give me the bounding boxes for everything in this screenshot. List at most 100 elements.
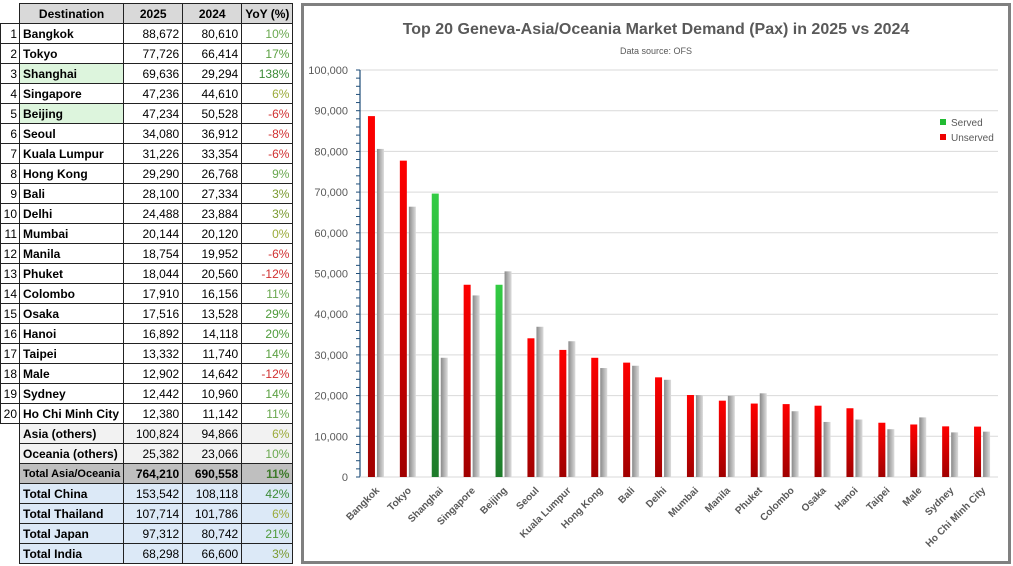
table-row: 15 Osaka 17,516 13,528 29% xyxy=(0,303,294,324)
value-2024-cell: 20,120 xyxy=(182,223,243,244)
yoy-cell: 9% xyxy=(241,163,294,184)
value-2024-cell: 14,118 xyxy=(182,323,243,344)
value-2024-cell: 23,884 xyxy=(182,203,243,224)
destination-cell: Bangkok xyxy=(18,23,125,44)
value-2024-cell: 66,600 xyxy=(182,543,243,564)
table-row: 19 Sydney 12,442 10,960 14% xyxy=(0,383,294,404)
value-2025-cell: 88,672 xyxy=(123,23,184,44)
country-total-row: Total Japan 97,312 80,742 21% xyxy=(1,523,294,544)
value-2024-cell: 19,952 xyxy=(182,243,243,264)
bar-chart: Top 20 Geneva-Asia/Oceania Market Demand… xyxy=(308,21,998,550)
x-tick-label: Tokyo xyxy=(386,485,414,513)
others-row: Oceania (others) 25,382 23,066 10% xyxy=(1,443,294,464)
value-2025-cell: 153,542 xyxy=(123,483,184,504)
yoy-cell: 11% xyxy=(241,403,294,424)
demand-table: Destination 2025 2024 YoY (%) 1 Bangkok 88,672… xyxy=(0,3,294,564)
y-tick-label: 20,000 xyxy=(314,391,348,403)
table-row: 3 Shanghai 69,636 29,294 138% xyxy=(0,63,294,84)
value-2025-cell: 20,144 xyxy=(123,223,184,244)
table-row: 16 Hanoi 16,892 14,118 20% xyxy=(0,323,294,344)
table-row: 11 Mumbai 20,144 20,120 0% xyxy=(0,223,294,244)
x-tick-label: Delhi xyxy=(644,485,669,510)
rank-cell: 14 xyxy=(0,283,20,304)
value-2024-cell: 36,912 xyxy=(182,123,243,144)
bar-2025-bali xyxy=(623,362,631,477)
blank-cell xyxy=(1,444,20,464)
rank-cell: 16 xyxy=(0,323,20,344)
value-2025-cell: 47,234 xyxy=(123,103,184,124)
yoy-cell: 6% xyxy=(241,423,294,444)
value-2024-cell: 11,740 xyxy=(182,343,243,364)
rank-cell: 2 xyxy=(0,43,20,64)
yoy-cell: 29% xyxy=(241,303,294,324)
yoy-cell: 6% xyxy=(241,503,294,524)
value-2025-cell: 77,726 xyxy=(123,43,184,64)
destination-cell: Singapore xyxy=(18,83,125,104)
table-row: 17 Taipei 13,332 11,740 14% xyxy=(0,343,294,364)
bar-2025-osaka xyxy=(814,405,822,477)
destination-cell: Kuala Lumpur xyxy=(18,143,125,164)
blank-cell xyxy=(1,544,20,564)
bar-2024-tokyo xyxy=(408,206,416,478)
bar-2025-ho-chi-minh-city xyxy=(974,426,982,477)
value-2024-cell: 23,066 xyxy=(182,443,243,464)
yoy-cell: -12% xyxy=(241,363,294,384)
value-2024-cell: 13,528 xyxy=(182,303,243,324)
legend-swatch-served xyxy=(940,119,946,125)
yoy-cell: -6% xyxy=(241,143,294,164)
x-tick-label: Mumbai xyxy=(667,485,702,520)
rank-cell: 15 xyxy=(0,303,20,324)
total-row: Total Asia/Oceania 764,210 690,558 11% xyxy=(1,463,294,484)
destination-cell: Seoul xyxy=(18,123,125,144)
x-tick-label: Seoul xyxy=(515,485,542,512)
rank-cell: 8 xyxy=(0,163,20,184)
rank-cell: 11 xyxy=(0,223,20,244)
legend-label: Served xyxy=(951,118,983,129)
value-2025-cell: 97,312 xyxy=(123,523,184,544)
value-2025-cell: 18,044 xyxy=(123,263,184,284)
yoy-cell: 14% xyxy=(241,343,294,364)
destination-cell: Ho Chi Minh City xyxy=(18,403,125,424)
legend-label: Unserved xyxy=(951,133,994,144)
table-row: 14 Colombo 17,910 16,156 11% xyxy=(0,283,294,304)
destination-cell: Hong Kong xyxy=(18,163,125,184)
value-2025-cell: 24,488 xyxy=(123,203,184,224)
x-tick-label: Bangkok xyxy=(344,485,382,523)
destination-cell: Mumbai xyxy=(18,223,125,244)
destination-cell: Delhi xyxy=(18,203,125,224)
bar-2025-colombo xyxy=(782,404,790,477)
bar-2025-sydney xyxy=(942,426,950,477)
x-tick-label: Male xyxy=(901,485,925,509)
rank-cell: 18 xyxy=(0,363,20,384)
value-2024-cell: 101,786 xyxy=(182,503,243,524)
table-row: 7 Kuala Lumpur 31,226 33,354 -6% xyxy=(0,143,294,164)
table-row: 8 Hong Kong 29,290 26,768 9% xyxy=(0,163,294,184)
y-tick-label: 30,000 xyxy=(314,350,348,362)
value-2024-cell: 27,334 xyxy=(182,183,243,204)
yoy-cell: 14% xyxy=(241,383,294,404)
x-tick-label: Osaka xyxy=(800,485,829,514)
rank-cell: 5 xyxy=(0,103,20,124)
rank-cell: 10 xyxy=(0,203,20,224)
x-tick-label: Manila xyxy=(703,485,733,515)
yoy-cell: -8% xyxy=(241,123,294,144)
value-2024-cell: 11,142 xyxy=(182,403,243,424)
value-2025-cell: 16,892 xyxy=(123,323,184,344)
label-cell: Total Asia/Oceania xyxy=(18,463,125,484)
rank-cell: 12 xyxy=(0,243,20,264)
y-tick-label: 60,000 xyxy=(314,228,348,240)
rank-cell: 13 xyxy=(0,263,20,284)
x-tick-label: Ho Chi Minh City xyxy=(924,485,989,550)
destination-cell: Sydney xyxy=(18,383,125,404)
value-2025-cell: 28,100 xyxy=(123,183,184,204)
value-2025-cell: 29,290 xyxy=(123,163,184,184)
bar-2025-taipei xyxy=(878,422,886,477)
legend-swatch-unserved xyxy=(940,134,946,140)
value-2024-cell: 33,354 xyxy=(182,143,243,164)
others-row: Asia (others) 100,824 94,866 6% xyxy=(1,423,294,444)
bar-2024-shanghai xyxy=(440,357,448,477)
rank-cell: 6 xyxy=(0,123,20,144)
destination-cell: Bali xyxy=(18,183,125,204)
destination-cell: Male xyxy=(18,363,125,384)
bar-2025-singapore xyxy=(463,284,471,477)
